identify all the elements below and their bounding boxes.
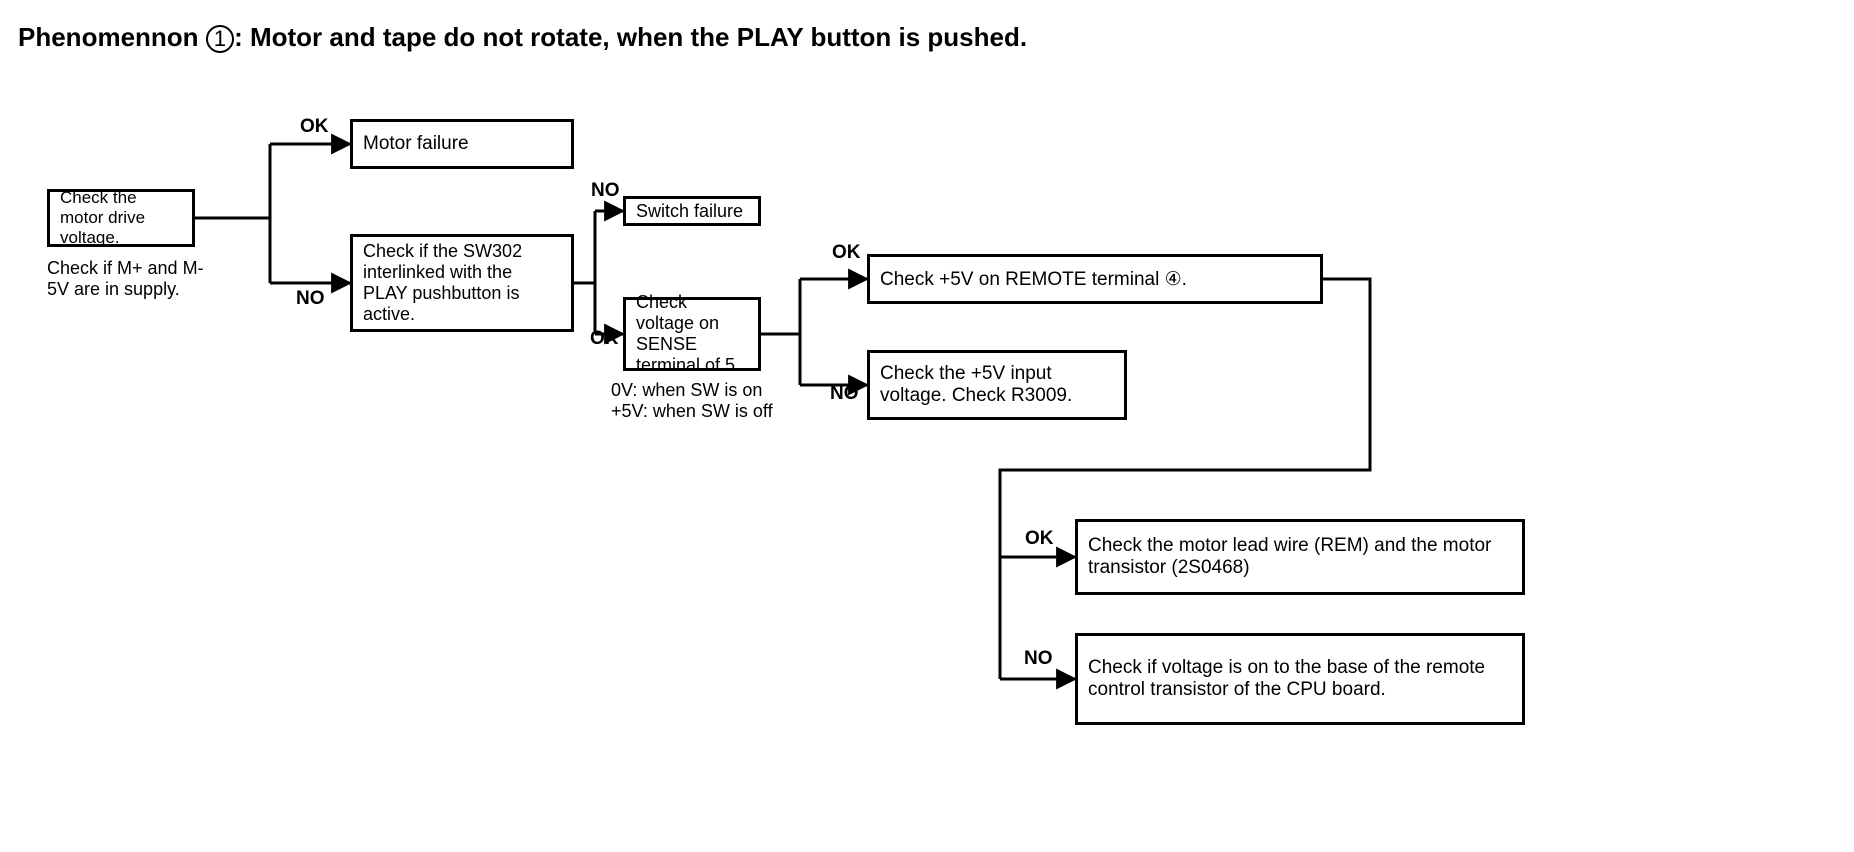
node-text: Check the motor lead wire (REM) and the … <box>1088 535 1512 579</box>
edge-label-no: NO <box>591 180 620 202</box>
node-text: Check if the SW302 interlinked with the … <box>363 241 561 325</box>
node-text: Check voltage on SENSE terminal of 5. <box>636 292 748 376</box>
node-text: Switch failure <box>636 201 743 222</box>
node-text: Check the +5V input voltage. Check R3009… <box>880 363 1114 407</box>
node-text: Motor failure <box>363 133 469 155</box>
label-text: OK <box>832 242 861 263</box>
label-text: OK <box>1025 528 1054 549</box>
edge-label-ok: OK <box>590 328 619 350</box>
edge-label-no: NO <box>830 383 859 405</box>
label-text: NO <box>1024 648 1053 669</box>
edge-label-no: NO <box>296 288 325 310</box>
label-text: NO <box>830 383 859 404</box>
node-check-sw302: Check if the SW302 interlinked with the … <box>350 234 574 332</box>
node-check-remote-5v: Check +5V on REMOTE terminal ④. <box>867 254 1323 304</box>
node-switch-failure: Switch failure <box>623 196 761 226</box>
node-subtext-sw-on-off: 0V: when SW is on +5V: when SW is off <box>611 380 831 422</box>
label-text: OK <box>300 116 329 137</box>
edges-layer <box>0 0 1854 852</box>
node-subtext-m-plus-m-5v: Check if M+ and M-5V are in supply. <box>47 258 207 300</box>
node-check-base-voltage: Check if voltage is on to the base of th… <box>1075 633 1525 725</box>
subtext: Check if M+ and M-5V are in supply. <box>47 258 204 299</box>
node-check-motor-lead-wire: Check the motor lead wire (REM) and the … <box>1075 519 1525 595</box>
label-text: NO <box>296 288 325 309</box>
edge-label-ok: OK <box>1025 528 1054 550</box>
node-text: Check +5V on REMOTE terminal ④. <box>880 268 1187 291</box>
node-motor-failure: Motor failure <box>350 119 574 169</box>
node-text: Check the motor drive voltage. <box>60 188 182 248</box>
subtext: 0V: when SW is on +5V: when SW is off <box>611 380 773 421</box>
node-check-motor-drive-voltage: Check the motor drive voltage. <box>47 189 195 247</box>
edge-label-no: NO <box>1024 648 1053 670</box>
label-text: OK <box>590 328 619 349</box>
edge-label-ok: OK <box>832 242 861 264</box>
node-check-5v-input: Check the +5V input voltage. Check R3009… <box>867 350 1127 420</box>
label-text: NO <box>591 180 620 201</box>
node-check-sense-voltage: Check voltage on SENSE terminal of 5. <box>623 297 761 371</box>
flowchart-canvas: Phenomennon 1: Motor and tape do not rot… <box>0 0 1854 852</box>
node-text: Check if voltage is on to the base of th… <box>1088 657 1512 701</box>
edge-label-ok: OK <box>300 116 329 138</box>
